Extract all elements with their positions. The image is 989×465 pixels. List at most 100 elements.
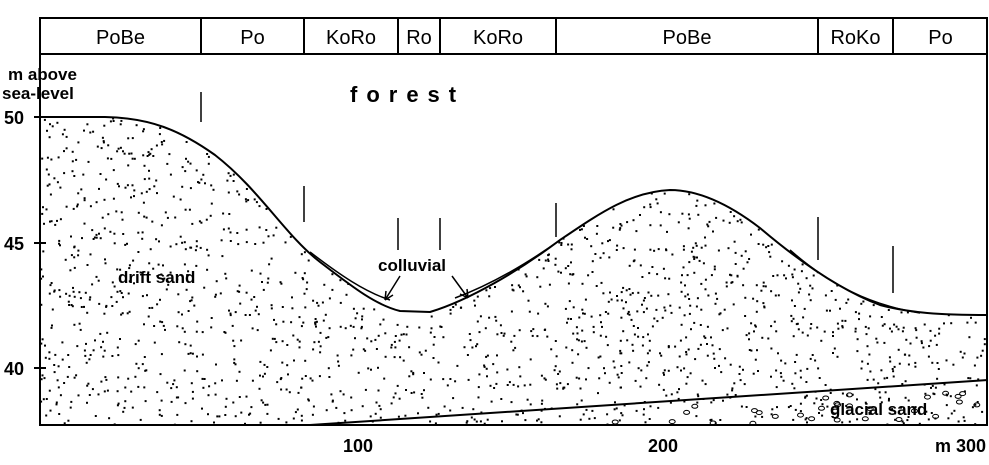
sand-dot xyxy=(618,419,621,422)
sand-dot xyxy=(706,325,709,328)
sand-dot xyxy=(298,198,301,201)
sand-dot xyxy=(668,277,671,280)
sand-dot xyxy=(620,372,623,374)
sand-dot xyxy=(657,248,660,251)
sand-dot xyxy=(488,316,491,319)
sand-dot xyxy=(51,308,54,311)
sand-dot xyxy=(50,282,53,284)
sand-dot xyxy=(104,262,107,265)
sand-dot xyxy=(291,424,294,425)
sand-dot xyxy=(925,410,928,413)
sand-dot xyxy=(968,151,971,154)
sand-dot xyxy=(517,284,520,287)
sand-dot xyxy=(115,300,118,303)
sand-dot xyxy=(729,273,731,276)
sand-dot xyxy=(390,402,393,405)
sand-dot xyxy=(201,141,204,143)
sand-dot xyxy=(312,405,315,408)
sand-dot xyxy=(691,118,694,121)
sand-dot xyxy=(878,284,881,286)
sand-dot xyxy=(164,211,167,214)
sand-dot xyxy=(473,299,476,302)
sand-dot xyxy=(301,277,304,279)
sand-dot xyxy=(175,243,178,246)
sand-dot xyxy=(801,184,804,186)
sand-dot xyxy=(659,173,662,176)
sand-dot xyxy=(432,343,435,346)
sand-dot xyxy=(764,210,767,213)
sand-dot xyxy=(637,141,640,144)
sand-dot xyxy=(918,123,921,126)
sand-dot xyxy=(191,133,194,136)
sand-dot xyxy=(728,173,731,176)
sand-dot xyxy=(841,319,844,322)
sand-dot xyxy=(562,148,565,151)
sand-dot xyxy=(439,325,442,328)
sand-dot xyxy=(626,312,629,315)
sand-dot xyxy=(420,173,423,175)
sand-dot xyxy=(497,132,499,135)
sand-dot xyxy=(727,247,730,250)
sand-dot xyxy=(440,122,443,125)
sand-dot xyxy=(227,191,230,194)
sand-dot xyxy=(522,253,524,256)
sand-dot xyxy=(464,286,467,289)
sand-dot xyxy=(744,296,747,299)
sand-dot xyxy=(967,377,970,380)
sand-dot xyxy=(714,367,716,369)
sand-dot xyxy=(893,365,896,368)
sand-dot xyxy=(616,373,619,376)
sand-dot xyxy=(350,409,353,412)
sand-dot xyxy=(48,292,51,295)
sand-dot xyxy=(63,150,65,153)
sand-dot xyxy=(306,281,309,284)
sand-dot xyxy=(963,214,965,217)
sand-dot xyxy=(473,270,476,273)
sand-dot xyxy=(216,415,219,418)
sand-dot xyxy=(63,172,66,175)
sand-dot xyxy=(893,179,896,182)
sand-dot xyxy=(677,221,680,224)
sand-dot xyxy=(966,264,968,267)
sand-dot xyxy=(386,223,389,225)
sand-dot xyxy=(565,346,568,349)
sand-dot xyxy=(449,272,452,275)
sand-dot xyxy=(67,300,70,303)
sand-dot xyxy=(793,305,796,307)
sand-dot xyxy=(266,281,269,284)
sand-dot xyxy=(748,338,750,341)
sand-dot xyxy=(627,310,630,313)
sand-dot xyxy=(969,200,972,203)
sand-dot xyxy=(331,134,334,136)
sand-dot xyxy=(178,341,181,344)
sand-dot xyxy=(757,243,760,245)
sand-dot xyxy=(245,395,248,398)
sand-dot xyxy=(536,335,539,338)
sand-dot xyxy=(336,354,339,357)
sand-dot xyxy=(266,366,269,368)
sand-dot xyxy=(918,422,921,425)
sand-dot xyxy=(566,321,568,324)
sand-dot xyxy=(103,312,106,315)
sand-dot xyxy=(688,193,691,196)
sand-dot xyxy=(526,398,529,401)
sand-dot xyxy=(361,147,364,150)
sand-dot xyxy=(522,154,525,157)
sand-dot xyxy=(269,159,272,162)
sand-dot xyxy=(685,351,688,353)
sand-dot xyxy=(370,368,372,371)
sand-dot xyxy=(525,275,528,278)
sand-dot xyxy=(718,348,721,351)
sand-dot xyxy=(922,118,924,121)
sand-dot xyxy=(771,129,773,132)
sand-dot xyxy=(102,340,104,343)
sand-dot xyxy=(193,304,196,307)
sand-dot xyxy=(902,422,905,425)
sand-dot xyxy=(971,406,974,409)
sand-dot xyxy=(591,409,594,412)
sand-dot xyxy=(957,420,960,423)
sand-dot xyxy=(148,177,151,180)
sand-dot xyxy=(403,217,406,220)
sand-dot xyxy=(423,300,425,303)
sand-dot xyxy=(340,206,343,209)
